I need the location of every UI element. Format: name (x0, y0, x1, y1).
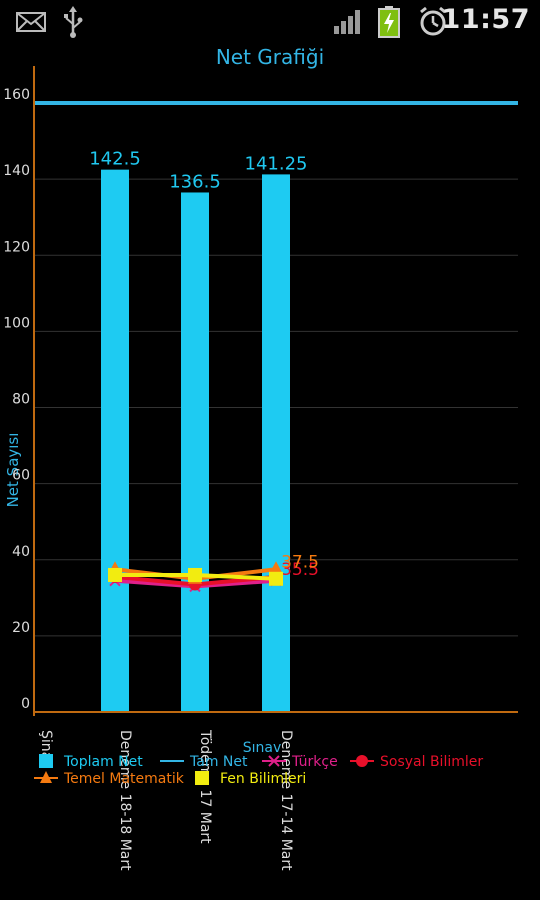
legend-label: Tam Net (189, 754, 248, 770)
legend-label: Türkçe (291, 754, 338, 770)
legend-marker (40, 771, 52, 783)
bar-value-label: 142.5 (89, 149, 141, 170)
y-tick-label: 120 (3, 239, 30, 255)
y-tick-label: 60 (12, 468, 30, 484)
y-tick-label: 160 (3, 87, 30, 103)
bar-toplam-net (101, 169, 129, 712)
chart-title: Net Grafiği (216, 45, 324, 69)
bar-toplam-net (262, 174, 290, 713)
x-tick-label: Deneme 18-18 Mart (117, 730, 133, 871)
x-tick-label: Tödeme 17 Mart (197, 729, 213, 844)
marker-square (108, 567, 122, 582)
legend-label: Sosyal Bilimler (380, 754, 483, 770)
point-value-label: 37.5 (281, 552, 319, 572)
marker-square (269, 571, 283, 586)
x-axis-label: Sınav (243, 740, 282, 756)
legend-marker (39, 754, 53, 768)
y-tick-label: 100 (3, 315, 30, 331)
signal-icon (334, 10, 360, 34)
y-tick-label: 20 (12, 620, 30, 636)
y-tick-label: 140 (3, 163, 30, 179)
mail-icon (16, 12, 46, 32)
usb-icon (64, 6, 83, 38)
y-tick-label: 80 (12, 392, 30, 408)
legend-marker (356, 755, 368, 767)
bar-value-label: 141.25 (245, 153, 308, 174)
net-chart: Net Grafiği Net Sayısı Sınav 142.5 136.5 1… (3, 45, 518, 871)
x-tick-label: Şina (38, 730, 54, 760)
battery-charging-icon (378, 6, 400, 38)
status-bar: 11:57 (0, 0, 540, 44)
status-clock: 11:57 (441, 4, 530, 35)
legend-marker (195, 771, 209, 785)
marker-triangle (269, 561, 283, 575)
point-value-label: 35.5 (281, 560, 319, 580)
x-tick-label: Deneme 17-14 Mart (278, 730, 294, 871)
y-axis-label: Net Sayısı (4, 433, 22, 508)
legend-label: Toplam Net (63, 754, 143, 770)
legend-label: Fen Bilimleri (220, 771, 306, 787)
legend-marker (268, 755, 280, 767)
alarm-icon (420, 6, 446, 36)
y-tick-label: 40 (12, 544, 30, 560)
legend-label: Temel Matematik (63, 771, 185, 787)
bar-value-label: 136.5 (169, 171, 221, 192)
bar-toplam-net (181, 192, 209, 712)
y-tick-label: 0 (21, 696, 30, 712)
marker-square (188, 567, 202, 582)
